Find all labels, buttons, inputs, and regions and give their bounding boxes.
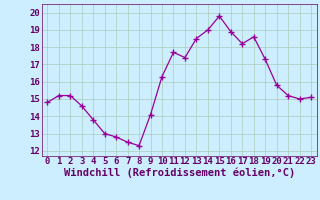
X-axis label: Windchill (Refroidissement éolien,°C): Windchill (Refroidissement éolien,°C) bbox=[64, 167, 295, 178]
